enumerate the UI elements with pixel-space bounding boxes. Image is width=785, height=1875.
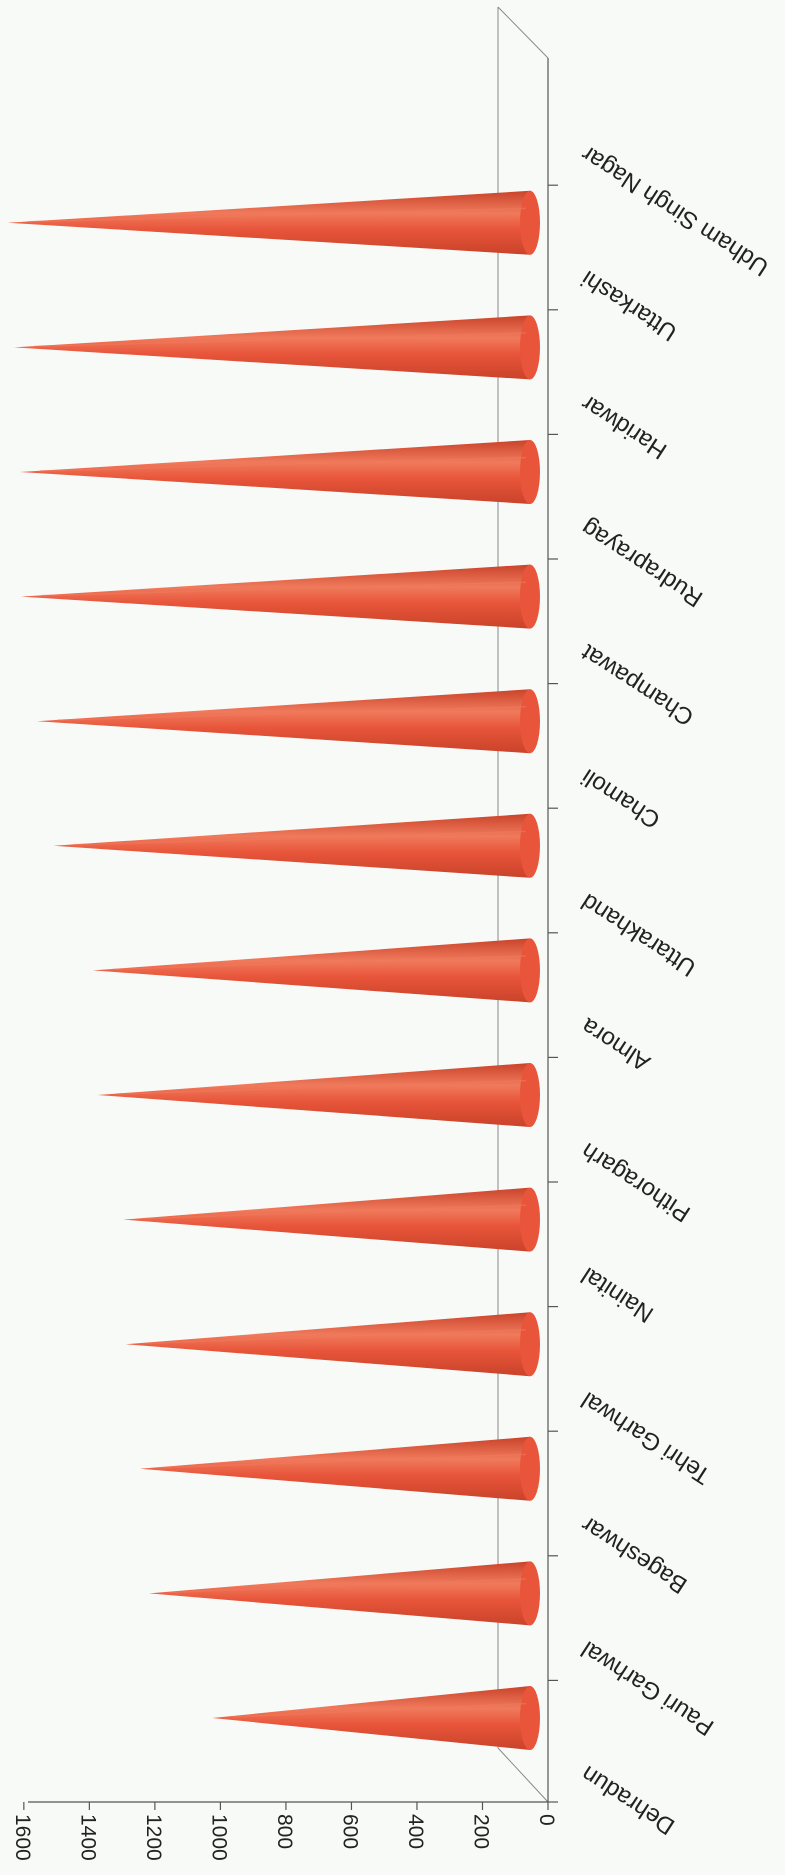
cone-highlight [117, 1079, 527, 1095]
cone-highlight [73, 830, 527, 846]
value-tick-label: 200 [469, 1814, 492, 1849]
cone-highlight [112, 955, 527, 971]
value-tick-label: 800 [273, 1814, 296, 1849]
cone-highlight [159, 1453, 527, 1469]
chart-frame [28, 6, 558, 1803]
cone-highlight [143, 1204, 527, 1220]
category-axis: Dehradun Pauri Garhwal Bageshwar Tehri Garh… [576, 140, 774, 1840]
cone-base [520, 938, 540, 1003]
cone-body [14, 315, 530, 380]
cone-bar [14, 315, 540, 380]
cone-highlight [56, 706, 527, 721]
cone-body [20, 564, 530, 629]
cone-bar [20, 564, 540, 629]
cone-body [139, 1436, 530, 1501]
cone-base [520, 813, 540, 878]
cone-base [520, 564, 540, 629]
category-label: Haridwar [577, 389, 672, 464]
cone-highlight [168, 1578, 527, 1594]
value-tick-label: 1200 [142, 1814, 165, 1861]
cone-base [520, 1686, 540, 1750]
value-tick-label: 1400 [76, 1814, 99, 1861]
cone-bar [125, 1312, 540, 1377]
cone-bar [148, 1561, 540, 1626]
cone-highlight [40, 581, 527, 597]
cone-body [7, 190, 530, 255]
category-label: Almora [576, 1012, 655, 1076]
cone-base [520, 689, 540, 754]
cone-body [19, 440, 530, 504]
cone-body [36, 689, 530, 754]
cone-body [123, 1187, 531, 1252]
value-tick-label: 0 [535, 1814, 558, 1826]
cone-body [148, 1561, 530, 1626]
category-label: Nainital [577, 1262, 659, 1328]
cone-highlight [145, 1329, 527, 1344]
value-axis: 0 200 400 600 800 1000 1200 1400 1600 [11, 1802, 558, 1861]
cone-bar [7, 190, 540, 255]
cone-base [520, 440, 540, 504]
category-label: Udham Singh Nagar [577, 140, 774, 281]
cone-bar [139, 1436, 540, 1501]
cone-base [520, 1187, 540, 1252]
category-label: Tehri Garhwal [577, 1386, 716, 1489]
cone-body [125, 1312, 531, 1377]
value-tick-label: 400 [404, 1814, 427, 1849]
category-label: Chamoli [577, 763, 666, 834]
cone-bar [19, 440, 540, 504]
cone-base [520, 1312, 540, 1377]
cone-bar [92, 938, 540, 1003]
category-label: Bageshwar [577, 1511, 692, 1599]
cone-bar [97, 1063, 540, 1127]
category-label: Uttarkashi [577, 265, 682, 346]
cone-body [53, 813, 530, 878]
cone-base [520, 1063, 540, 1127]
value-tick-label: 1600 [11, 1814, 34, 1861]
cone-series [7, 190, 540, 1750]
cone-base [520, 190, 540, 255]
cone-bar [212, 1686, 540, 1750]
value-tick-label: 1000 [207, 1814, 230, 1861]
cone-highlight [232, 1702, 527, 1718]
cone-bar [36, 689, 540, 754]
value-tick-label: 600 [338, 1814, 361, 1849]
depth-edge-top [497, 6, 549, 59]
depth-edge-bottom [497, 1747, 549, 1803]
cone-body [212, 1686, 530, 1750]
cone-body [92, 938, 531, 1003]
cone-highlight [27, 207, 527, 223]
cone-bar [53, 813, 540, 878]
cone-base [520, 1561, 540, 1626]
cone-bar [123, 1187, 540, 1252]
cone-base [520, 1436, 540, 1501]
category-label: Pithoragarh [577, 1137, 696, 1227]
category-label: Rudraprayag [577, 514, 708, 612]
cone-highlight [39, 456, 527, 472]
category-label: Uttarakhand [577, 888, 701, 982]
cone-highlight [33, 332, 527, 348]
category-label: Dehradun [577, 1760, 680, 1840]
category-label: Champawat [576, 638, 698, 731]
category-label: Pauri Garhwal [577, 1635, 719, 1740]
cone-body [97, 1063, 531, 1127]
cone-base [520, 315, 540, 380]
